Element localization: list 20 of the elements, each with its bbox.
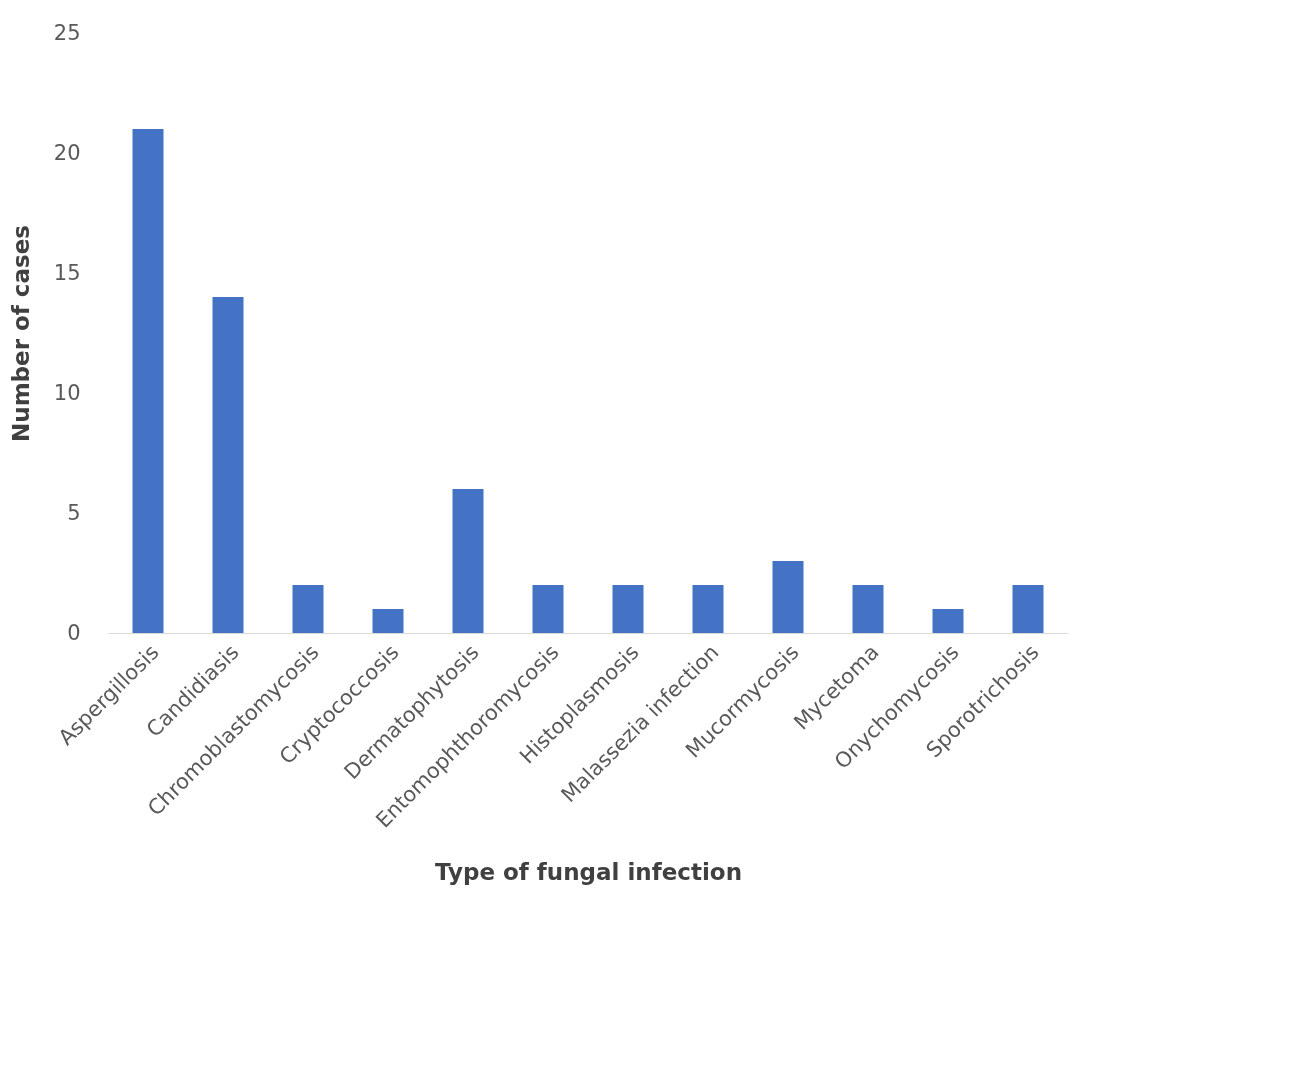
- y-tick-label: 20: [53, 140, 81, 165]
- bar: [132, 129, 164, 633]
- bar: [1012, 585, 1044, 633]
- y-axis-title: Number of cases: [7, 225, 34, 442]
- y-tick-label: 0: [67, 620, 81, 645]
- bar: [532, 585, 564, 633]
- x-axis-title: Type of fungal infection: [434, 858, 743, 885]
- y-tick-label: 5: [67, 500, 81, 525]
- bar: [372, 609, 404, 633]
- bar: [772, 561, 804, 633]
- bar: [852, 585, 884, 633]
- bar: [212, 297, 244, 633]
- bar: [612, 585, 644, 633]
- bar: [452, 489, 484, 633]
- bar: [292, 585, 324, 633]
- y-tick-label: 10: [53, 380, 81, 405]
- y-tick-label: 25: [53, 20, 81, 45]
- bar: [932, 609, 964, 633]
- bar: [692, 585, 724, 633]
- y-tick-label: 15: [53, 260, 81, 285]
